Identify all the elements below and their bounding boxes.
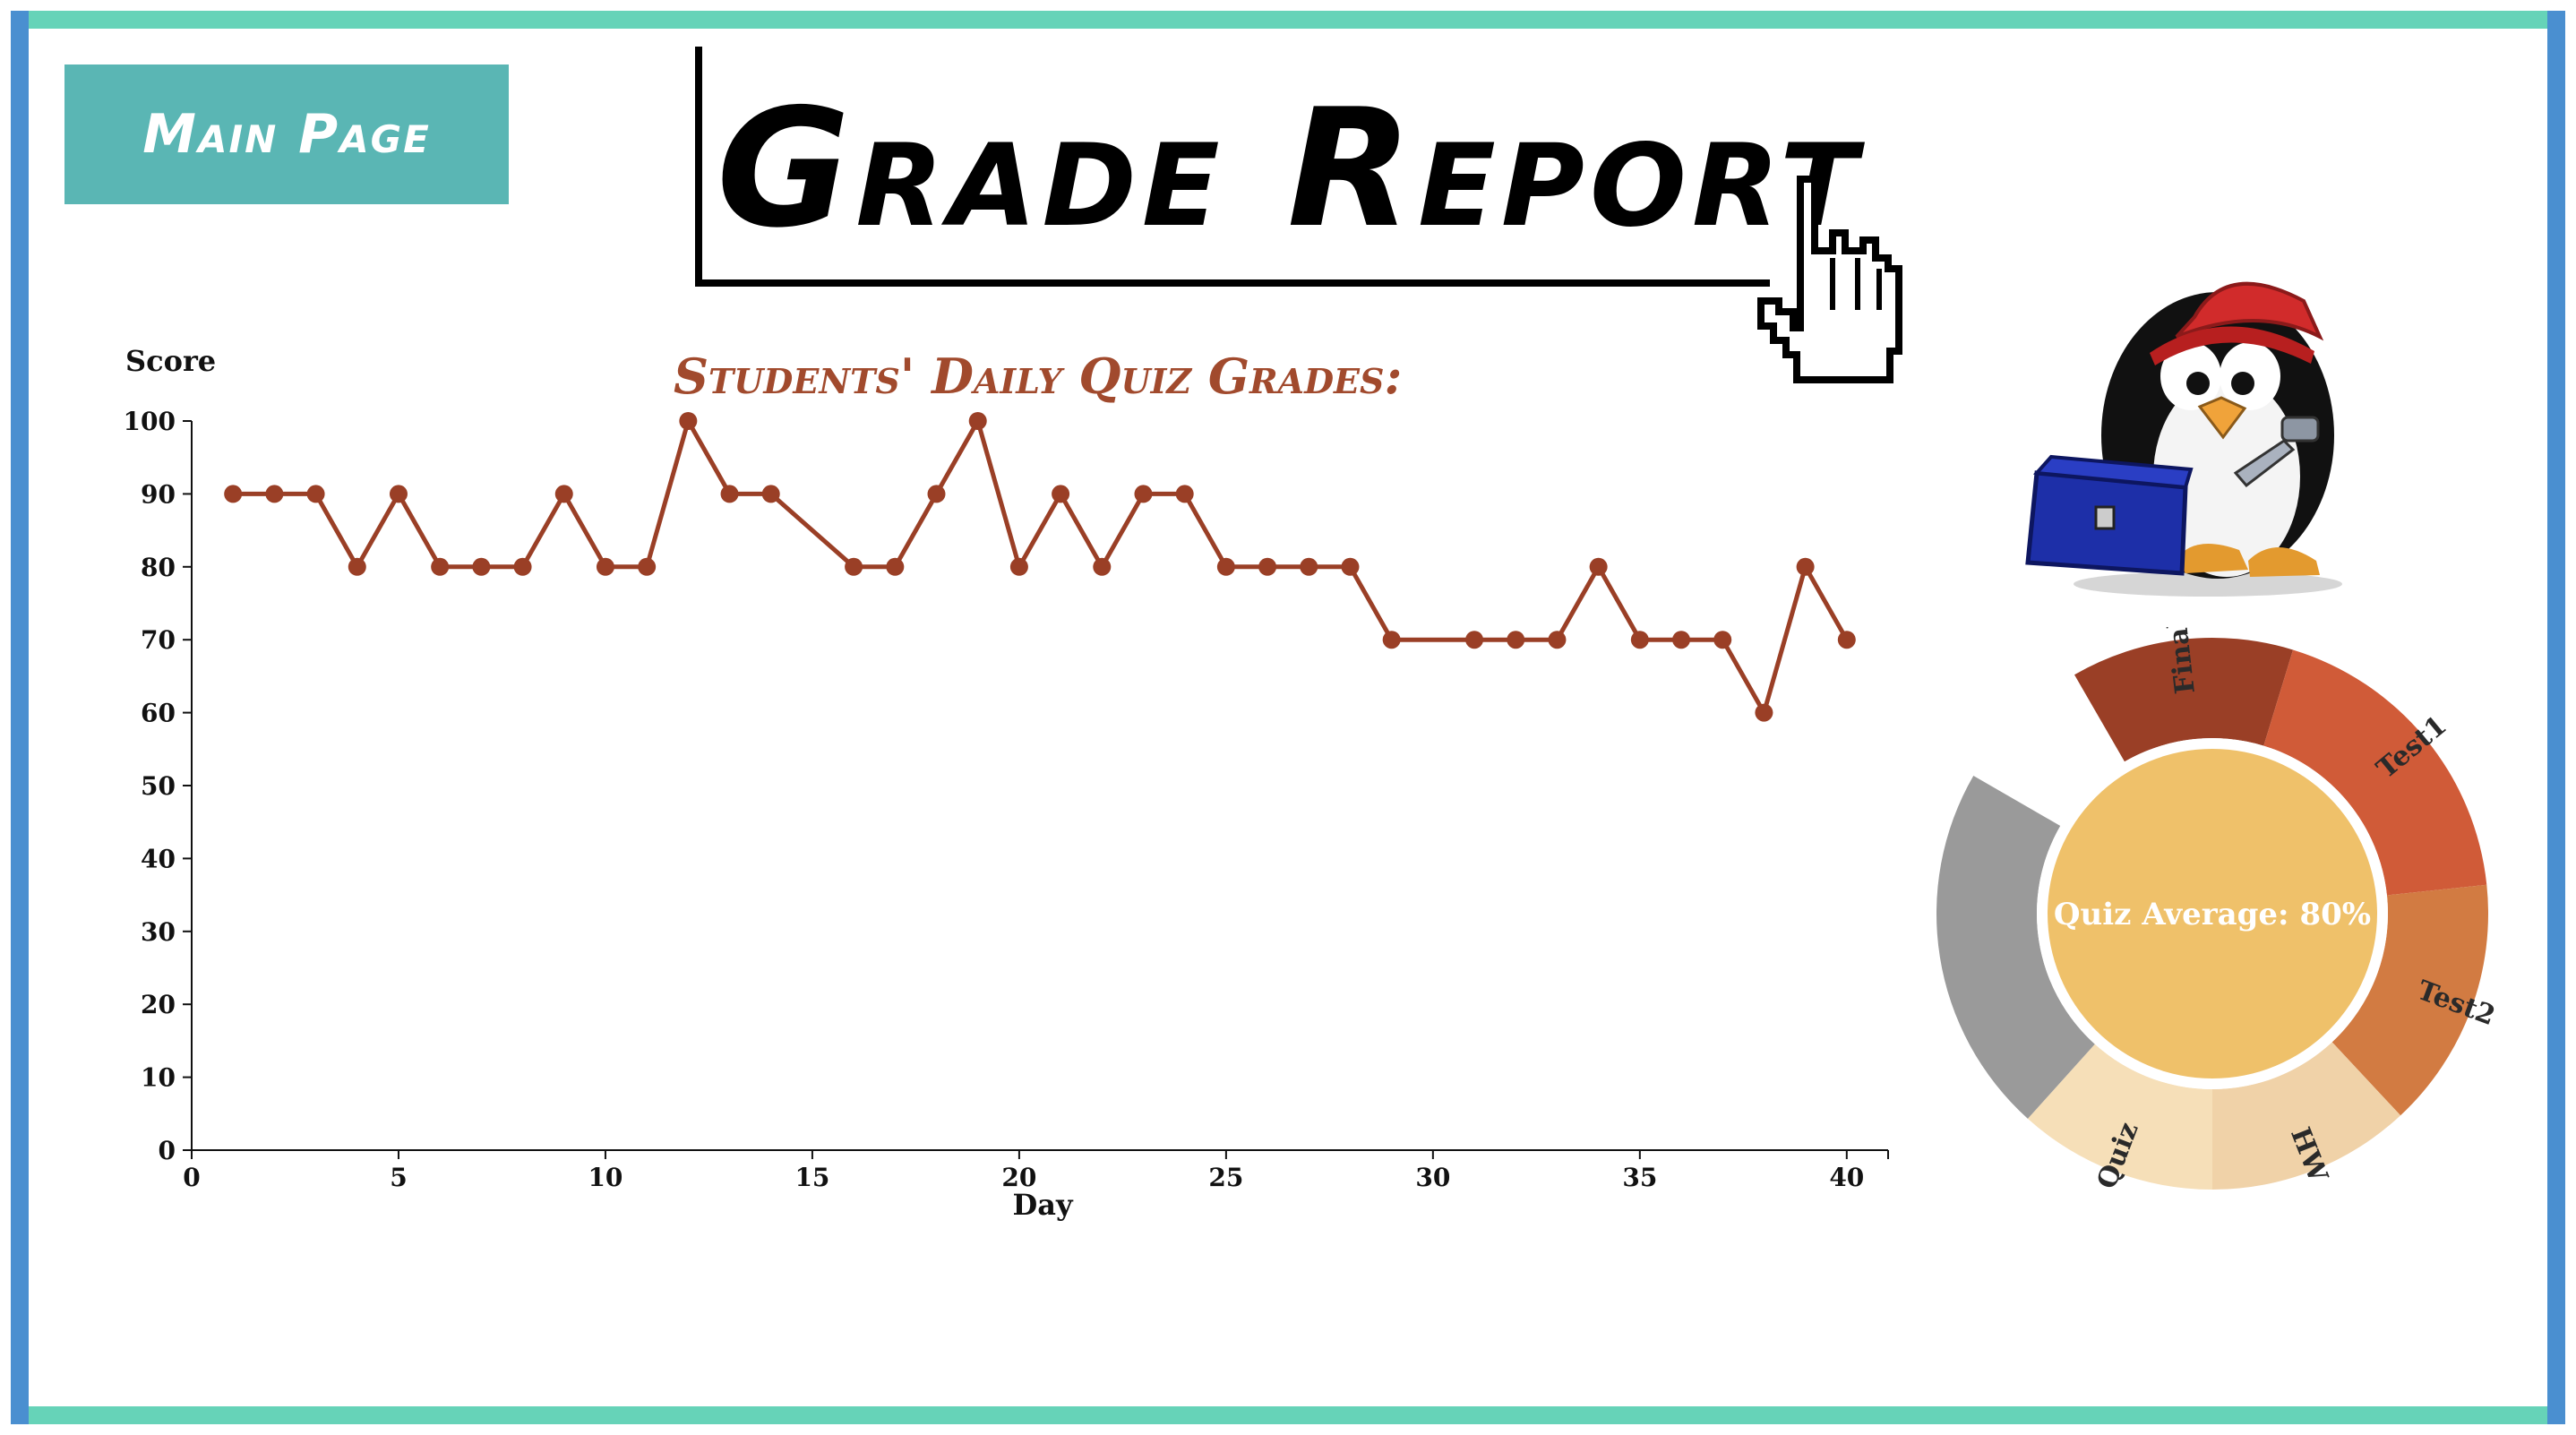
x-tick-label: 40 (1829, 1163, 1864, 1192)
data-point (472, 557, 491, 576)
data-point (886, 557, 905, 576)
chart-title: Students' Daily Quiz Grades: (674, 348, 1403, 405)
x-tick-label: 25 (1208, 1163, 1243, 1192)
data-point (1465, 631, 1484, 649)
x-tick-label: 30 (1415, 1163, 1450, 1192)
data-point (1009, 557, 1028, 576)
data-point (265, 485, 284, 503)
main-page-label: Main Page (142, 103, 431, 166)
y-tick-label: 80 (141, 553, 176, 582)
x-tick-label: 35 (1622, 1163, 1657, 1192)
data-point (720, 485, 739, 503)
donut-slice-label: Final (2161, 627, 2201, 695)
data-point (1630, 631, 1649, 649)
donut-slice (2331, 884, 2488, 1116)
donut-slice (2263, 649, 2487, 896)
data-point (1672, 631, 1691, 649)
y-tick-label: 40 (141, 844, 176, 873)
y-axis-label: Score (125, 344, 216, 378)
donut-slice (2212, 1042, 2401, 1190)
y-tick-label: 0 (159, 1136, 176, 1165)
data-point (1052, 485, 1070, 503)
y-tick-label: 100 (124, 407, 176, 436)
donut-slice (1936, 776, 2095, 1119)
donut-center-label: Quiz Average: 80% (2054, 897, 2371, 932)
penguin-worker-icon (2025, 281, 2342, 597)
y-tick-label: 30 (141, 917, 176, 947)
data-point (224, 485, 243, 503)
frame-right-border (2547, 11, 2565, 1424)
data-point (1300, 557, 1318, 576)
y-tick-label: 20 (141, 990, 176, 1019)
data-point (638, 557, 657, 576)
series-markers (224, 412, 1856, 722)
line-chart: 0 5 10 15 20 25 30 35 40 0 10 20 30 40 50 60 70 80 90 100 S… (124, 344, 1889, 1222)
hand-pointer-icon (1757, 176, 1902, 383)
data-point (554, 485, 573, 503)
data-point (348, 557, 366, 576)
data-point (1796, 557, 1815, 576)
data-point (1589, 557, 1608, 576)
donut-slice (2074, 638, 2294, 762)
x-tick-label: 15 (794, 1163, 829, 1192)
x-axis-label: Day (1012, 1188, 1073, 1222)
data-point (1382, 631, 1401, 649)
y-tick-label: 60 (141, 699, 176, 728)
data-point (1837, 631, 1856, 649)
frame-bottom-border (11, 1406, 2565, 1424)
page-title: Grade Report (717, 73, 1863, 263)
x-tick-label: 20 (1001, 1163, 1036, 1192)
y-tick-label: 90 (141, 479, 176, 509)
donut-slices (1936, 638, 2488, 1190)
data-point (306, 485, 325, 503)
donut-center (2048, 749, 2377, 1078)
main-page-button[interactable]: Main Page (64, 64, 509, 204)
frame-top-border (11, 11, 2565, 29)
data-point (431, 557, 450, 576)
x-tick-label: 5 (390, 1163, 407, 1192)
title-box (695, 47, 1770, 287)
y-tick-label: 50 (141, 771, 176, 801)
data-point (1755, 703, 1773, 722)
data-point (927, 485, 946, 503)
data-point (968, 412, 987, 430)
data-point (845, 557, 863, 576)
data-point (1507, 631, 1525, 649)
data-point (513, 557, 532, 576)
data-point (679, 412, 698, 430)
data-point (1134, 485, 1153, 503)
donut-slice (2027, 1044, 2212, 1190)
data-point (1713, 631, 1732, 649)
x-tick-label: 0 (183, 1163, 200, 1192)
y-tick-label: 70 (141, 625, 176, 655)
data-point (761, 485, 780, 503)
data-point (596, 557, 614, 576)
x-tick-label: 10 (588, 1163, 623, 1192)
data-point (1216, 557, 1235, 576)
data-point (1258, 557, 1277, 576)
data-point (1548, 631, 1567, 649)
data-point (1175, 485, 1194, 503)
y-tick-label: 10 (141, 1063, 176, 1093)
data-point (1341, 557, 1360, 576)
data-point (389, 485, 408, 503)
data-point (1093, 557, 1112, 576)
frame-left-border (11, 11, 29, 1424)
chart-axes: 0 5 10 15 20 25 30 35 40 0 10 20 30 40 50 60 70 80 90 100 (124, 407, 1889, 1192)
